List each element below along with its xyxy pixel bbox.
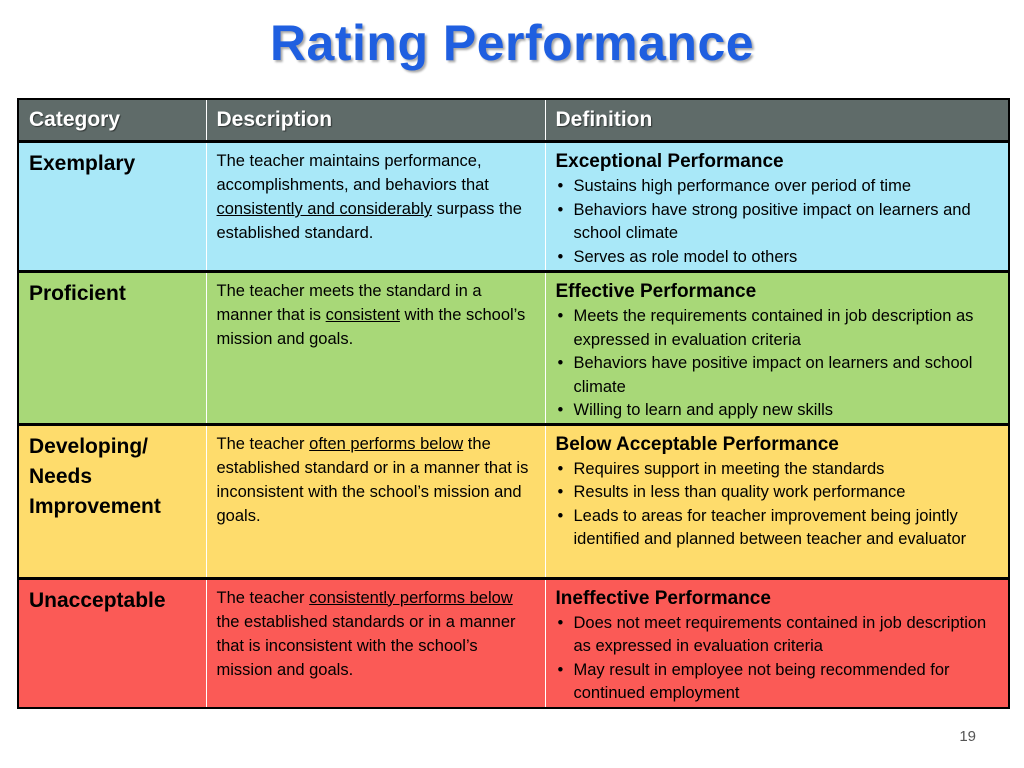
definition-title: Exceptional Performance xyxy=(555,151,784,172)
description-text: The teacher meets the standard in a mann… xyxy=(217,279,535,351)
description-cell: The teacher maintains performance, accom… xyxy=(206,141,546,272)
category-cell: Unacceptable xyxy=(18,576,207,708)
category-label: Unacceptable xyxy=(29,588,166,612)
category-cell: Exemplary xyxy=(18,141,207,272)
description-text: The teacher consistently performs below … xyxy=(217,586,535,682)
list-item: Serves as role model to others xyxy=(556,246,999,270)
list-item: Does not meet requirements contained in … xyxy=(556,612,999,659)
list-item: Results in less than quality work perfor… xyxy=(556,481,999,505)
description-fragment: The teacher maintains performance, accom… xyxy=(216,152,489,194)
emphasis-text: often performs below xyxy=(309,434,464,453)
list-item: Behaviors have positive impact on learne… xyxy=(556,352,999,399)
definition-bullets: Meets the requirements contained in job … xyxy=(556,305,999,423)
table-row: Unacceptable The teacher consistently per… xyxy=(18,576,1009,708)
list-item: Behaviors have strong positive impact on… xyxy=(556,199,999,246)
table-row: Developing/ Needs Improvement The teacher… xyxy=(18,422,1009,578)
description-fragment: the established standards or in a manner… xyxy=(216,612,516,679)
description-cell: The teacher often performs below the est… xyxy=(206,422,546,578)
definition-cell: Ineffective Performance Does not meet req… xyxy=(545,576,1009,708)
list-item: Willing to learn and apply new skills xyxy=(556,399,999,423)
list-item: Sustains high performance over period of… xyxy=(556,175,999,199)
category-cell: Proficient xyxy=(18,270,207,424)
description-fragment: The teacher xyxy=(216,434,310,453)
header-category: Category xyxy=(18,99,207,143)
list-item: Leads to areas for teacher improvement b… xyxy=(556,505,999,552)
category-label: Proficient xyxy=(29,282,126,305)
header-description: Description xyxy=(206,99,546,143)
table-row: Proficient The teacher meets the standard… xyxy=(18,270,1009,424)
definition-bullets: Requires support in meeting the standard… xyxy=(556,458,999,552)
description-fragment: surpass the established standard. xyxy=(216,200,522,242)
list-item: Requires support in meeting the standard… xyxy=(556,458,999,482)
description-text: The teacher often performs below the est… xyxy=(217,432,535,528)
emphasis-text: consistently performs below xyxy=(309,588,513,607)
description-cell: The teacher consistently performs below … xyxy=(206,576,546,708)
description-text: The teacher maintains performance, accom… xyxy=(217,149,535,245)
definition-cell: Exceptional Performance Sustains high per… xyxy=(545,142,1009,272)
description-fragment: with the school’s mission and goals. xyxy=(216,306,526,348)
list-item: Meets the requirements contained in job … xyxy=(556,305,999,352)
header-definition: Definition xyxy=(545,99,1009,143)
category-cell: Developing/ Needs Improvement xyxy=(18,422,207,578)
description-fragment: the established standard or in a manner … xyxy=(216,434,529,525)
description-fragment: The teacher meets the standard in a mann… xyxy=(216,282,482,324)
list-item: May result in employee not being recomme… xyxy=(556,659,999,706)
rating-table: Category Description Definition Exemplar… xyxy=(17,98,1010,709)
emphasis-text: consistent xyxy=(325,306,400,324)
definition-bullets: Sustains high performance over period of… xyxy=(556,175,999,269)
slide-title: Rating Performance xyxy=(269,15,755,71)
category-label: Exemplary xyxy=(29,152,136,175)
description-fragment: The teacher xyxy=(216,588,310,607)
header-row: Category Description Definition xyxy=(18,99,1009,143)
definition-bullets: Does not meet requirements contained in … xyxy=(556,612,999,706)
definition-cell: Below Acceptable Performance Requires sup… xyxy=(545,422,1009,578)
table-row: Exemplary The teacher maintains performan… xyxy=(18,141,1009,272)
emphasis-text: consistently and considerably xyxy=(216,200,433,218)
definition-title: Below Acceptable Performance xyxy=(555,433,839,455)
category-label: Developing/ Needs Improvement xyxy=(29,434,161,518)
page-number: 19 xyxy=(959,728,976,745)
definition-cell: Effective Performance Meets the requireme… xyxy=(545,270,1009,424)
definition-title: Ineffective Performance xyxy=(555,587,771,609)
definition-title: Effective Performance xyxy=(555,281,757,302)
description-cell: The teacher meets the standard in a mann… xyxy=(206,270,546,424)
